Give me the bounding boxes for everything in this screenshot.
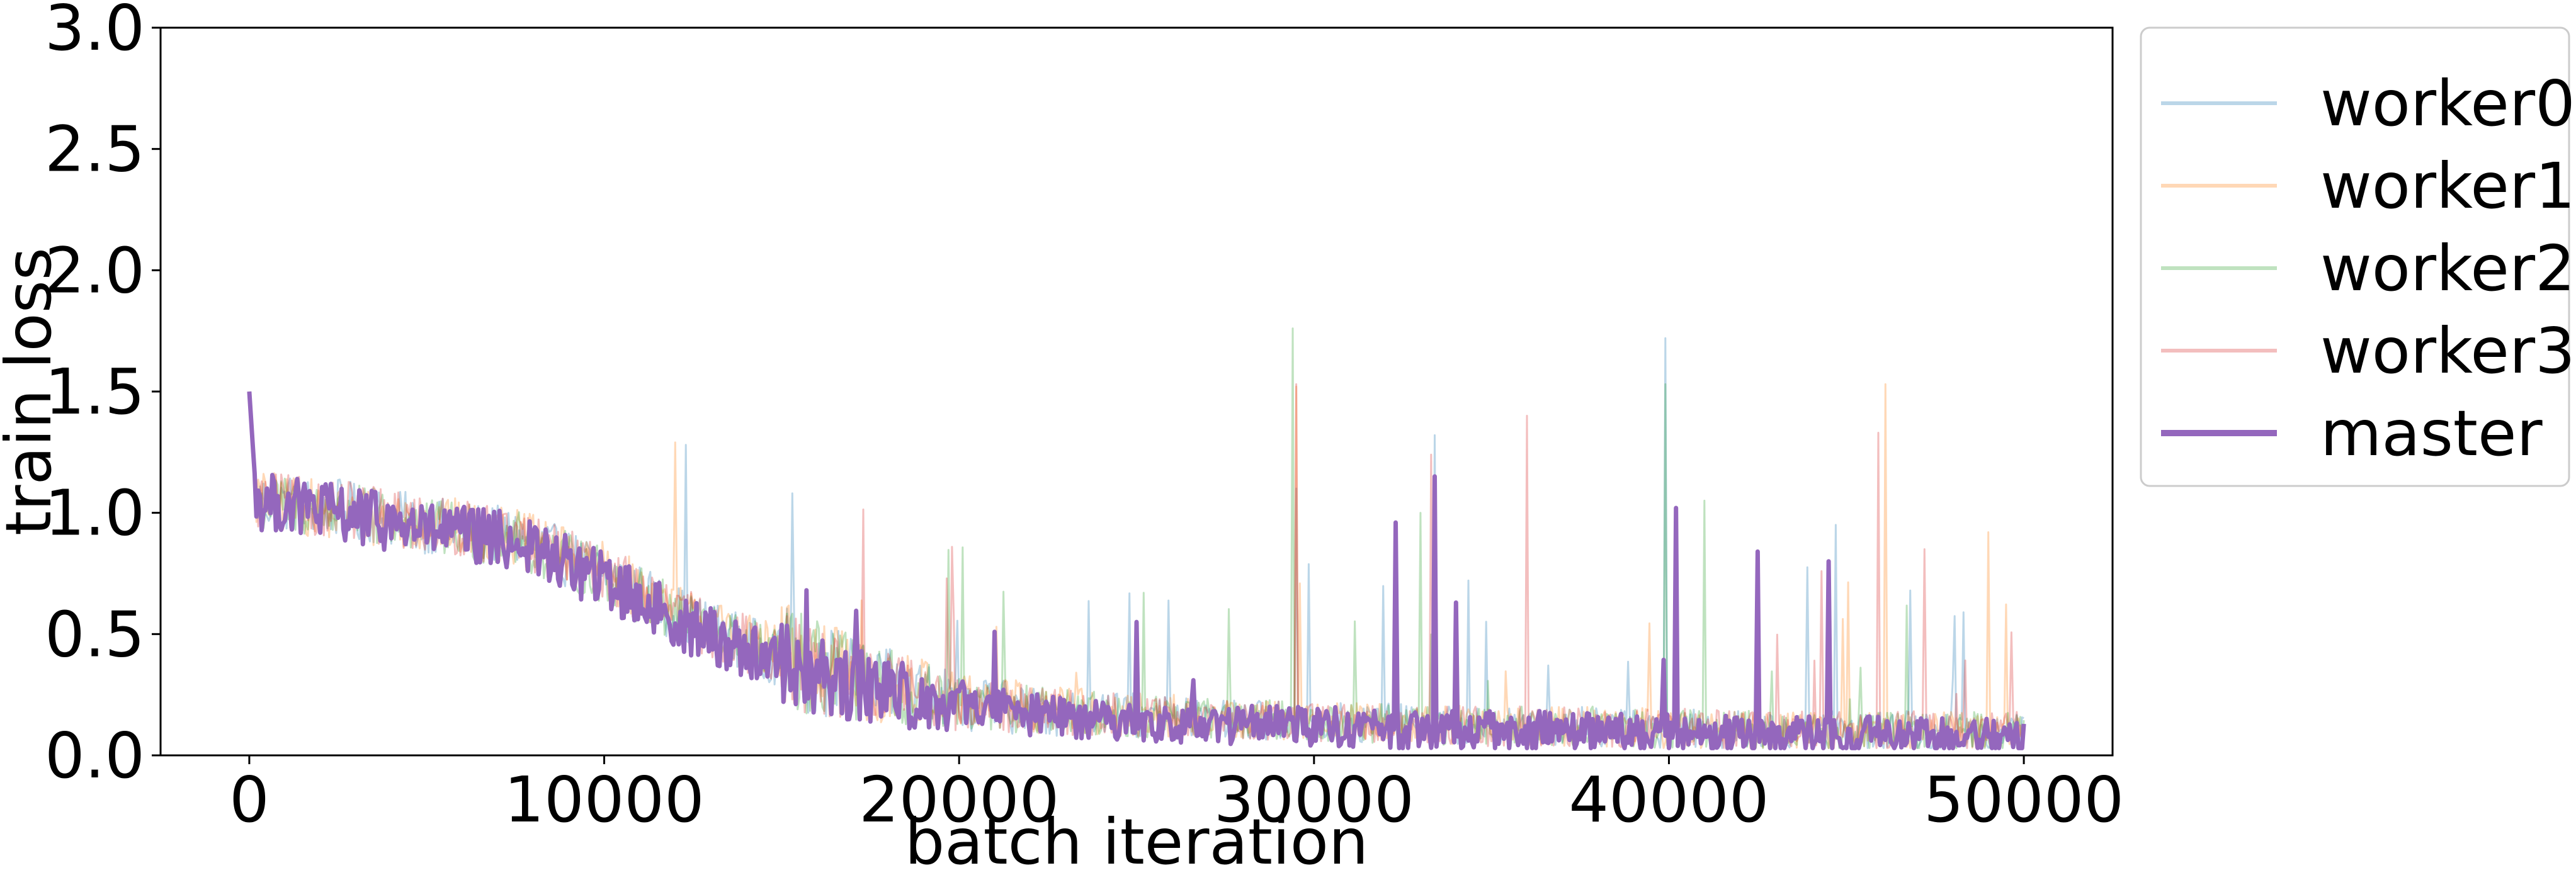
x-tick-label: 0 (229, 763, 270, 837)
x-tick-label: 50000 (1924, 763, 2124, 837)
x-tick-label: 30000 (1214, 763, 1414, 837)
y-tick-label: 3.0 (45, 0, 145, 65)
x-tick-label: 20000 (859, 763, 1059, 837)
y-tick-label: 1.0 (45, 477, 145, 550)
legend-label-worker0: worker0 (2320, 67, 2575, 140)
y-tick-label: 1.5 (45, 355, 145, 429)
x-axis-label: batch iteration (905, 805, 1369, 879)
y-tick-label: 2.5 (45, 113, 145, 186)
series-line-master (247, 391, 2026, 750)
legend-label-worker2: worker2 (2320, 232, 2575, 305)
legend-label-worker1: worker1 (2320, 149, 2575, 223)
x-tick-label: 40000 (1569, 763, 1769, 837)
y-tick-label: 0.5 (45, 597, 145, 671)
y-tick-label: 0.0 (45, 719, 145, 793)
legend: worker0 worker1 worker2 worker3 master (2140, 26, 2575, 487)
y-axis-label: train loss (0, 247, 65, 536)
legend-label-master: master (2320, 397, 2543, 470)
y-tick-label: 2.0 (45, 234, 145, 307)
series-layer (247, 327, 2026, 750)
legend-label-worker3: worker3 (2320, 314, 2575, 388)
axes-ticks: 0 10000 20000 30000 40000 50000 0.0 0.5 1.0 1.5 2.… (45, 0, 2124, 837)
legend-box (2140, 26, 2570, 487)
x-tick-label: 10000 (504, 763, 704, 837)
